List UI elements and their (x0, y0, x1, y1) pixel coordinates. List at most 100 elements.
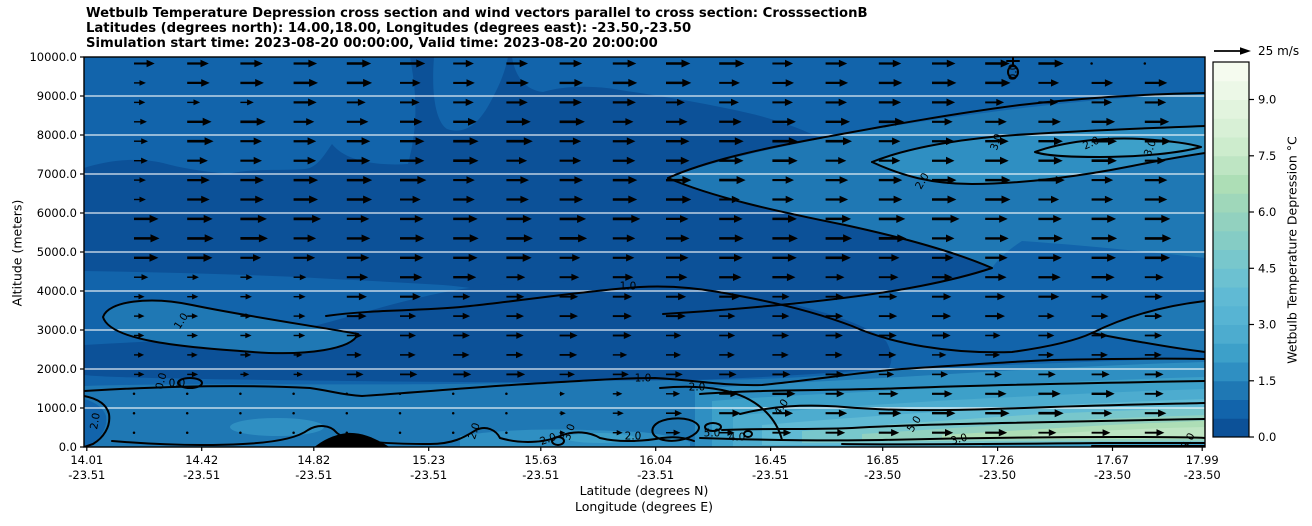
wind-arrow (878, 409, 902, 418)
wind-arrow (453, 234, 479, 243)
wind-arrow (612, 98, 636, 107)
wind-arrow (506, 195, 529, 204)
wind-arrow (666, 371, 683, 378)
wind-arrow (666, 78, 692, 87)
wind-arrow (719, 137, 744, 146)
wind-arrow (772, 253, 797, 262)
wind-arrow (1091, 389, 1115, 398)
x-tick-label-lat: 15.63 (524, 453, 557, 467)
contour-line (704, 422, 722, 432)
wind-arrow (187, 332, 198, 339)
wind-arrow (346, 156, 371, 165)
contourf-band (84, 399, 107, 447)
wind-arrow-dot (345, 392, 349, 396)
wind-arrow-dot (132, 431, 136, 434)
wind-arrow (346, 351, 362, 359)
wind-arrow (932, 429, 954, 437)
wind-arrow (400, 371, 418, 378)
colorbar-bin (1213, 268, 1249, 288)
wind-arrow (559, 351, 578, 359)
wind-arrow (1144, 176, 1168, 184)
wind-arrow (878, 214, 906, 223)
wind-arrow (825, 234, 853, 243)
wind-arrow (612, 195, 638, 204)
wind-arrow (400, 351, 416, 359)
wind-arrow (932, 390, 953, 398)
wind-arrow (1038, 332, 1055, 339)
wind-arrow (240, 214, 267, 223)
wind-arrow (825, 195, 849, 204)
wind-arrow (400, 176, 427, 185)
wind-arrow (346, 118, 369, 126)
wind-arrow (559, 176, 584, 184)
wind-arrow (666, 156, 690, 165)
wind-arrow (1144, 253, 1171, 262)
wind-arrow (134, 352, 145, 358)
wind-arrow (878, 156, 901, 165)
wind-arrow (772, 156, 798, 165)
wind-arrow (985, 371, 1002, 378)
wind-arrow-dot (398, 431, 402, 434)
wind-arrow (134, 59, 155, 68)
wind-arrow (985, 195, 1011, 204)
wind-arrow (506, 370, 526, 378)
wind-arrow (772, 351, 789, 359)
x-tick-label-lat: 14.01 (70, 453, 103, 467)
wind-arrow (612, 351, 628, 358)
x-tick-label-lat: 17.67 (1096, 453, 1129, 467)
wind-arrow-dot (185, 411, 189, 415)
contour-label: 1.0 (635, 373, 652, 385)
wind-arrow (240, 137, 262, 145)
chart-title-line1: Wetbulb Temperature Depression cross sec… (86, 6, 868, 21)
wind-arrow (1144, 195, 1168, 204)
wind-arrow (878, 98, 902, 107)
wind-arrow (1091, 332, 1109, 339)
colorbar-bin (1213, 193, 1249, 213)
svg-text:0.0: 0.0 (169, 378, 186, 390)
wind-arrow-dot (398, 411, 402, 415)
wind-arrow (666, 429, 681, 436)
wind-arrow-dot (1143, 62, 1147, 65)
colorbar-tick-label: 0.0 (1258, 430, 1276, 444)
wind-arrow (719, 253, 743, 262)
wind-arrow (612, 59, 637, 68)
wind-arrow (772, 389, 796, 398)
wind-arrow-dot (398, 392, 402, 396)
colorbar-bin (1213, 324, 1249, 344)
wind-arrow (719, 390, 739, 398)
wind-arrow (187, 99, 201, 106)
y-axis-label: Altitude (meters) (9, 199, 25, 307)
contour-line (667, 92, 1205, 179)
colorbar-bin (1213, 174, 1249, 194)
colorbar-frame (1212, 61, 1250, 438)
wind-arrow-dot (292, 431, 295, 434)
wind-arrow (1038, 234, 1063, 243)
wind-arrow (772, 79, 794, 87)
wind-arrow (985, 156, 1009, 165)
x-tick-label-lon: -23.51 (295, 468, 332, 482)
wind-arrow (187, 79, 210, 87)
wind-arrow (187, 253, 213, 262)
wind-arrow-dot (239, 411, 242, 415)
wind-arrow (878, 390, 899, 398)
wind-arrow (612, 137, 636, 146)
wind-arrow (134, 177, 146, 183)
wind-arrow (612, 430, 623, 436)
wind-arrow (1091, 370, 1110, 378)
wind-arrow (1144, 409, 1167, 417)
colorbar-bin (1213, 362, 1249, 382)
wind-arrow (932, 195, 957, 204)
wind-arrow (240, 59, 263, 68)
svg-text:3.0: 3.0 (988, 132, 1005, 152)
contour-label: 1.0 (620, 281, 637, 293)
colorbar-bin (1213, 155, 1249, 175)
colorbar-tick-label: 4.5 (1258, 261, 1276, 275)
wind-arrow (187, 137, 214, 146)
wind-arrow (719, 234, 744, 243)
wind-arrow (719, 371, 737, 378)
wind-arrow (293, 293, 306, 300)
wind-arrow (1091, 156, 1117, 165)
wind-arrow (453, 332, 470, 339)
wind-arrow (825, 117, 850, 126)
